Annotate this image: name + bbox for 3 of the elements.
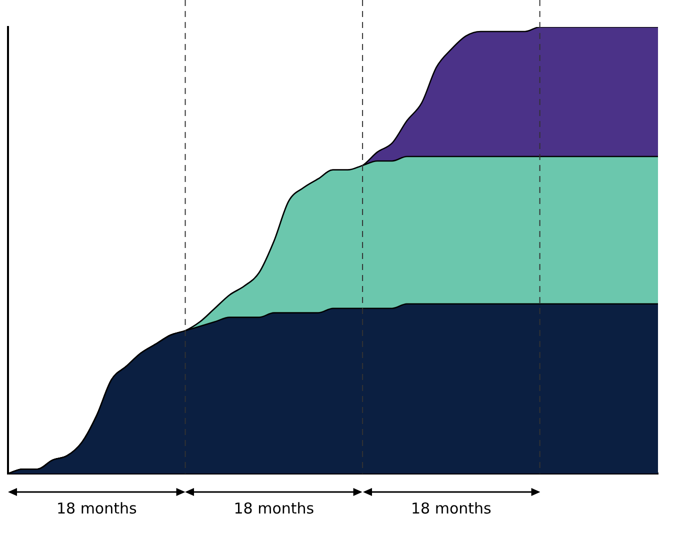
text: 18 months	[411, 500, 492, 518]
text: 18 months	[56, 500, 137, 518]
text: 18 months	[234, 500, 314, 518]
